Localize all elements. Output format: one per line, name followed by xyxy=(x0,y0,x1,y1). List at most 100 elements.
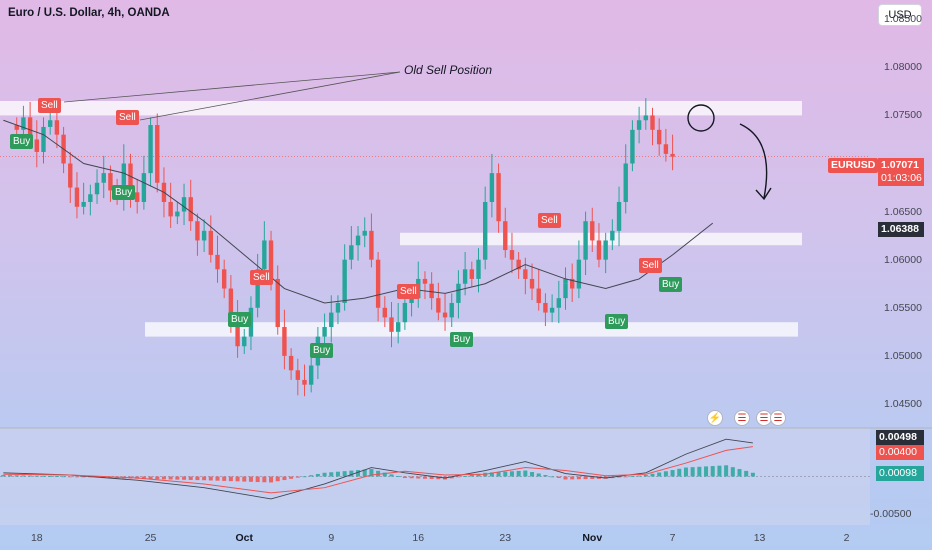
macd-histogram-bar xyxy=(269,476,274,483)
candle-body xyxy=(47,120,53,127)
sell-signal-label: Sell xyxy=(116,110,139,125)
macd-histogram-bar xyxy=(630,476,635,478)
candle-body xyxy=(482,201,488,260)
candle-body xyxy=(302,379,307,385)
candle-body xyxy=(201,230,207,241)
candle-body xyxy=(235,317,240,347)
candle-body xyxy=(556,298,562,308)
y-tick-label: 1.07500 xyxy=(884,109,922,122)
us-flag-icon[interactable]: ☰ xyxy=(770,410,786,426)
macd-histogram-bar xyxy=(275,476,280,482)
buy-signal-label: Buy xyxy=(605,314,629,329)
macd-histogram-bar xyxy=(74,476,79,478)
candle-body xyxy=(663,144,669,154)
macd-histogram-bar xyxy=(289,476,294,479)
macd-histogram-bar xyxy=(737,469,742,477)
y-tick-label: 1.05000 xyxy=(884,349,922,362)
buy-signal-label: Buy xyxy=(112,185,136,200)
y-tick-label: 1.08000 xyxy=(884,61,922,74)
candle-body xyxy=(623,163,628,202)
annotation-arrow xyxy=(139,71,401,121)
macd-histogram-bar xyxy=(101,476,106,478)
candle-body xyxy=(335,302,341,313)
forecast-arrow-head xyxy=(755,187,772,201)
macd-histogram-bar xyxy=(389,474,394,477)
x-tick-label: 13 xyxy=(753,532,766,544)
macd-histogram-bar xyxy=(509,471,514,477)
buy-signal-label: Buy xyxy=(450,332,474,347)
candle-body xyxy=(242,336,247,347)
macd-histogram-bar xyxy=(710,466,715,477)
candle-body xyxy=(610,230,615,241)
macd-histogram-bar xyxy=(208,476,213,481)
annotation-arrow xyxy=(63,71,401,103)
candle-body xyxy=(590,221,595,241)
candle-body xyxy=(74,187,80,207)
candle-body xyxy=(636,120,642,130)
macd-histogram-bar xyxy=(416,476,421,479)
candle-body xyxy=(155,125,160,183)
candle-body xyxy=(369,230,374,260)
x-tick-label: 18 xyxy=(30,532,43,544)
candle-body xyxy=(262,240,267,270)
lightning-icon[interactable]: ⚡ xyxy=(707,410,723,426)
macd-histogram-bar xyxy=(496,472,501,477)
macd-histogram-bar xyxy=(523,470,528,477)
x-tick-label: 23 xyxy=(499,532,512,544)
macd-histogram-bar xyxy=(469,475,474,477)
candle-body xyxy=(255,269,260,308)
x-tick-label: 7 xyxy=(669,532,676,544)
candle-body xyxy=(422,278,428,284)
macd-histogram-bar xyxy=(21,475,26,477)
candle-body xyxy=(94,182,100,195)
sell-signal-label: Sell xyxy=(639,258,662,273)
candle-body xyxy=(656,129,662,145)
candle-body xyxy=(643,115,649,121)
candle-body xyxy=(436,298,441,313)
candle-body xyxy=(503,221,508,251)
us-flag-icon[interactable]: ☰ xyxy=(734,410,750,426)
macd-histogram-bar xyxy=(215,476,220,481)
macd-histogram-bar xyxy=(188,476,193,480)
candle-body xyxy=(168,201,173,217)
macd-histogram-bar xyxy=(8,475,13,477)
candle-body xyxy=(596,240,602,260)
sell-signal-label: Sell xyxy=(250,270,273,285)
ma-price-tag: 1.06388 xyxy=(878,222,924,237)
macd-histogram-bar xyxy=(429,476,434,479)
candle-body xyxy=(529,278,535,289)
candle-body xyxy=(14,125,19,130)
candle-body xyxy=(88,194,93,202)
candle-body xyxy=(569,278,575,289)
macd-histogram-bar xyxy=(349,470,354,477)
candle-body xyxy=(27,117,33,140)
y-tick-label: 1.08500 xyxy=(884,13,922,26)
x-tick-label: Nov xyxy=(582,532,603,544)
candle-body xyxy=(221,269,227,289)
macd-histogram-bar xyxy=(623,476,628,478)
macd-histogram-bar xyxy=(335,471,340,477)
currency-button[interactable]: USD xyxy=(878,4,922,26)
candle-body xyxy=(476,259,481,279)
macd-histogram-bar xyxy=(141,476,146,479)
macd-histogram-bar xyxy=(583,476,588,480)
macd-histogram-bar xyxy=(697,466,702,477)
candle-body xyxy=(175,211,180,217)
y-tick-label: 1.04500 xyxy=(884,397,922,410)
macd-histogram-bar xyxy=(329,472,334,477)
x-tick-label: 2 xyxy=(843,532,850,544)
macd-histogram-bar xyxy=(342,471,347,477)
macd-histogram-bar xyxy=(282,476,287,481)
y-tick-label: 1.06500 xyxy=(884,205,922,218)
candle-body xyxy=(282,327,287,356)
macd-histogram-bar xyxy=(148,476,153,480)
highlight-circle xyxy=(687,104,715,132)
macd-histogram-tag: 0.00098 xyxy=(876,466,924,481)
candle-body xyxy=(429,283,434,299)
macd-histogram-bar xyxy=(369,469,374,477)
macd-histogram-bar xyxy=(182,476,187,480)
candle-body xyxy=(134,192,140,202)
macd-histogram-bar xyxy=(563,476,568,480)
